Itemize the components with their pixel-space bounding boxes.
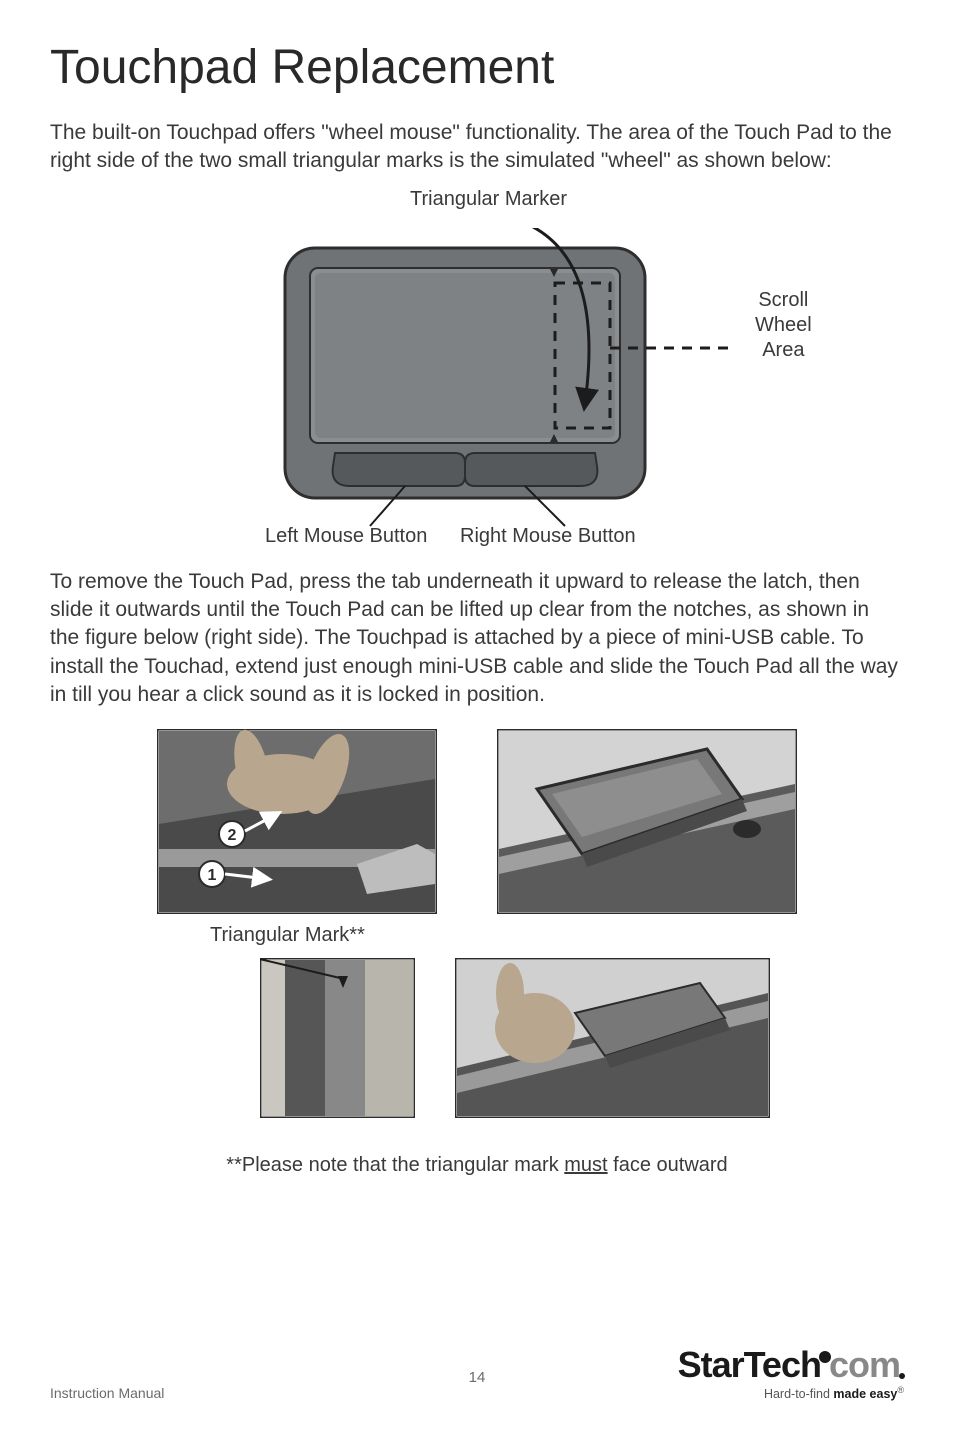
triangular-marker-label: Triangular Marker — [410, 188, 567, 211]
footer-page-number: 14 — [469, 1369, 486, 1386]
triangular-mark-footnote-label: Triangular Mark** — [210, 924, 365, 947]
footer-manual-label: Instruction Manual — [50, 1385, 164, 1401]
photo-triangular-mark-closeup — [260, 958, 415, 1118]
touchpad-diagram: Triangular Marker Scroll Wheel Area Lef — [50, 188, 904, 558]
instructions-paragraph: To remove the Touch Pad, press the tab u… — [50, 568, 904, 710]
svg-text:2: 2 — [228, 827, 237, 844]
startech-logo: StarTechcom Hard-to-find made easy® — [678, 1347, 904, 1401]
touchpad-illustration — [275, 228, 745, 528]
page-title: Touchpad Replacement — [50, 40, 904, 95]
intro-paragraph: The built-on Touchpad offers "wheel mous… — [50, 119, 904, 176]
photo-row-bottom — [260, 958, 770, 1118]
photo-row-bottom-wrap: Triangular Mark** — [50, 924, 904, 1154]
scroll-wheel-area-label: Scroll Wheel Area — [755, 288, 812, 363]
photo-lifted-touchpad — [497, 729, 797, 914]
page-footer: Instruction Manual 14 StarTechcom Hard-t… — [50, 1347, 904, 1401]
photo-remove-step: 1 2 — [157, 729, 437, 914]
right-mouse-button-label: Right Mouse Button — [460, 525, 636, 548]
left-mouse-button-label: Left Mouse Button — [265, 525, 427, 548]
footnote-text: **Please note that the triangular mark m… — [50, 1154, 904, 1177]
photo-row-top: 1 2 — [50, 729, 904, 914]
photo-slide-in — [455, 958, 770, 1118]
svg-text:1: 1 — [208, 867, 217, 884]
